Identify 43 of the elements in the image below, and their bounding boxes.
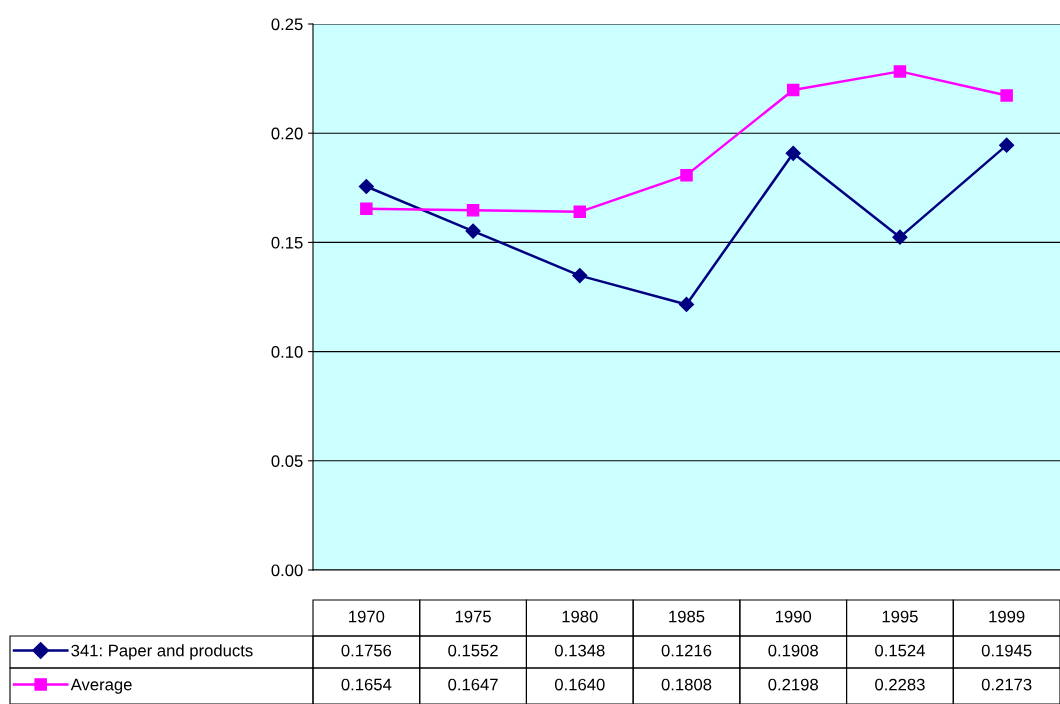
data-label: 0.1348 <box>554 644 605 657</box>
x-tick-label: 1975 <box>455 610 491 623</box>
legend-label: 341: Paper and products <box>71 644 253 660</box>
legend-label: Average <box>70 678 132 694</box>
data-label: 0.1552 <box>448 644 498 657</box>
x-tick-label: 1995 <box>882 610 918 623</box>
data-label: 0.1808 <box>661 678 712 691</box>
point <box>465 223 481 239</box>
point <box>573 205 587 219</box>
data-label: 0.1640 <box>554 678 605 691</box>
point <box>360 202 373 216</box>
y-tick-label: 0.15 <box>271 236 303 249</box>
x-tick-label: 1970 <box>349 610 385 623</box>
point <box>892 229 908 245</box>
y-tick-label: 0.25 <box>271 18 303 31</box>
y-tick-label: 0.20 <box>271 127 303 140</box>
data-label: 0.1654 <box>341 678 392 691</box>
point <box>893 65 907 78</box>
x-tick-label: 1980 <box>562 610 598 623</box>
data-label: 0.1647 <box>448 678 498 691</box>
x-tick-label: 1990 <box>775 610 812 623</box>
point <box>466 204 480 217</box>
x-tick-label: 1999 <box>989 610 1025 623</box>
point <box>680 168 693 182</box>
data-label: 0.1216 <box>661 644 712 657</box>
y-tick-label: 0.00 <box>271 564 303 577</box>
data-label: 0.2283 <box>875 678 925 691</box>
data-label: 0.1945 <box>981 644 1032 657</box>
point <box>785 145 801 161</box>
data-label: 0.1756 <box>341 644 392 657</box>
point <box>358 178 374 195</box>
data-label: 0.2173 <box>981 678 1032 691</box>
y-tick-label: 0.05 <box>271 455 303 467</box>
point <box>1000 89 1013 102</box>
x-tick-label: 1985 <box>669 610 705 623</box>
point <box>678 296 695 312</box>
data-label: 0.1524 <box>875 644 925 657</box>
y-tick-label: 0.10 <box>271 346 303 358</box>
data-label: 0.1908 <box>768 644 818 657</box>
point <box>572 268 588 284</box>
point <box>999 137 1015 153</box>
point <box>786 83 800 97</box>
data-label: 0.2198 <box>768 678 818 691</box>
